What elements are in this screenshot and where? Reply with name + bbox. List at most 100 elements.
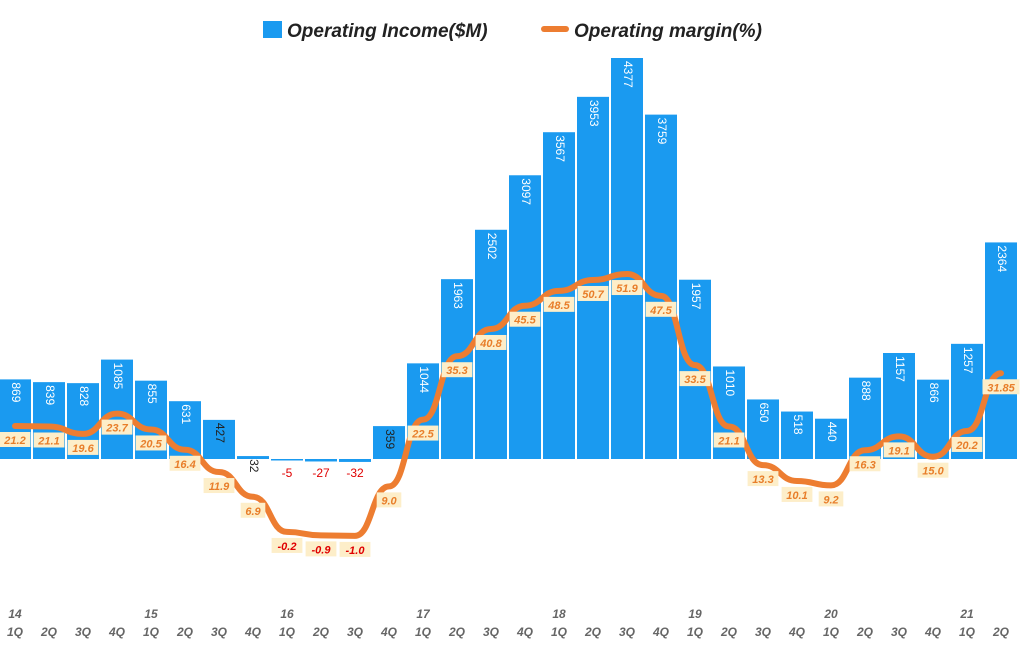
- x-tick-label: 2Q: [720, 625, 738, 639]
- margin-value-label: 35.3: [446, 365, 467, 377]
- x-year-label: 14: [8, 607, 22, 621]
- bar-value-label: 440: [825, 422, 839, 442]
- margin-value-label: 21.2: [3, 435, 25, 447]
- x-tick-label: 3Q: [891, 625, 908, 639]
- margin-label-box: [509, 311, 541, 327]
- bar-value-label: 650: [757, 402, 771, 422]
- x-tick-label: 2Q: [856, 625, 874, 639]
- x-tick-label: 1Q: [415, 625, 432, 639]
- x-year-label: 16: [280, 607, 294, 621]
- bar-6: [203, 419, 235, 459]
- bar-value-label: 1957: [689, 283, 703, 310]
- bar-value-label: 3567: [553, 135, 567, 162]
- bar-value-label: 631: [179, 404, 193, 424]
- x-tick-label: 2Q: [448, 625, 466, 639]
- margin-label-box: [169, 455, 201, 471]
- bar-labels-group: 869 839 828 1085 855 631 427 32 -5 -27 -32 359 1044 1…: [9, 61, 1009, 480]
- margin-value-label: 47.5: [649, 305, 672, 317]
- x-tick-label: 2Q: [176, 625, 194, 639]
- margin-value-label: 13.3: [752, 474, 773, 486]
- margin-label-box: [713, 432, 745, 448]
- x-tick-label: 4Q: [924, 625, 942, 639]
- bar-20: [679, 279, 711, 459]
- margin-label-box: [441, 362, 473, 378]
- bar-value-label: 2364: [995, 245, 1009, 272]
- bar-value-label: 3759: [655, 118, 669, 145]
- margin-label-box: [33, 432, 65, 448]
- margin-label-box: [679, 371, 711, 387]
- bar-value-label: 1044: [417, 366, 431, 393]
- bar-value-label: -5: [282, 466, 293, 480]
- x-tick-label: 4Q: [380, 625, 398, 639]
- margin-value-label: 11.9: [209, 481, 230, 493]
- x-tick-label: 1Q: [279, 625, 296, 639]
- margin-label-box: [305, 541, 337, 557]
- margin-value-label: -0.2: [278, 541, 297, 553]
- x-year-label: 20: [823, 607, 838, 621]
- margin-label-box: [475, 334, 507, 350]
- bar-value-label: 1963: [451, 282, 465, 309]
- bar-value-label: 359: [383, 429, 397, 449]
- x-tick-label: 1Q: [823, 625, 840, 639]
- x-tick-label: 1Q: [687, 625, 704, 639]
- bar-value-label: -32: [346, 466, 364, 480]
- margin-label-box: [982, 379, 1020, 395]
- margin-label-box: [271, 537, 303, 553]
- x-tick-label: 1Q: [143, 625, 160, 639]
- margin-value-label: 9.2: [823, 494, 838, 506]
- x-tick-label: 2Q: [312, 625, 330, 639]
- bar-27: [917, 379, 949, 459]
- margin-value-label: 40.8: [479, 338, 502, 350]
- bar-11: [373, 426, 405, 459]
- x-tick-label: 3Q: [483, 625, 500, 639]
- x-year-label: 17: [416, 607, 431, 621]
- x-tick-label: 3Q: [211, 625, 228, 639]
- x-tick-label: 3Q: [347, 625, 364, 639]
- margin-value-label: 19.6: [72, 443, 94, 455]
- bar-19: [645, 114, 677, 460]
- margin-label-box: [577, 285, 609, 301]
- x-tick-label: 2Q: [40, 625, 58, 639]
- bar-29: [985, 242, 1017, 459]
- margin-value-label: 6.9: [245, 506, 261, 518]
- x-tick-label: 1Q: [551, 625, 568, 639]
- margin-value-label: 33.5: [684, 374, 706, 386]
- x-year-label: 21: [959, 607, 974, 621]
- bar-value-label: 839: [43, 385, 57, 405]
- bar-3: [101, 359, 133, 459]
- x-tick-label: 4Q: [244, 625, 262, 639]
- margin-value-label: 31.85: [987, 382, 1015, 394]
- margin-labels-group: 21.2 21.1 19.6 23.7 20.5 16.4 11.9 6.9 -0.2 -0.9 -…: [0, 280, 1020, 557]
- margin-value-label: 9.0: [381, 495, 397, 507]
- bar-value-label: 32: [247, 459, 261, 473]
- bar-value-label: 3953: [587, 100, 601, 127]
- margin-label-box: [0, 432, 31, 447]
- bar-10: [339, 459, 371, 462]
- x-axis: 1Q 2Q 3Q 4Q 1Q 2Q 3Q 4Q 1Q 2Q 3Q 4Q 1Q 2Q 3Q 4Q 1Q 2Q 3Q 4Q…: [7, 607, 1010, 639]
- margin-value-label: 45.5: [513, 315, 536, 327]
- x-tick-label: 3Q: [75, 625, 92, 639]
- bar-value-label: 888: [859, 381, 873, 401]
- margin-value-label: 16.3: [854, 459, 875, 471]
- margin-label-box: [951, 436, 983, 452]
- bar-value-label: 828: [77, 386, 91, 406]
- bar-value-label: 427: [213, 423, 227, 443]
- margin-value-label: -1.0: [346, 545, 366, 557]
- bar-8: [271, 459, 303, 461]
- margin-value-label: 21.1: [717, 435, 739, 447]
- bar-value-label: 3097: [519, 178, 533, 205]
- margin-value-label: 20.2: [955, 440, 977, 452]
- bar-value-label: -27: [312, 466, 330, 480]
- margin-label-box: [883, 442, 915, 458]
- x-tick-label: 3Q: [755, 625, 772, 639]
- bar-18: [611, 58, 643, 459]
- margin-value-label: 51.9: [616, 283, 638, 295]
- bar-value-label: 1010: [723, 369, 737, 396]
- margin-label-box: [917, 462, 949, 478]
- margin-value-label: 23.7: [105, 423, 128, 435]
- legend: Operating Income($M) Operating margin(%): [263, 21, 762, 42]
- margin-value-label: 15.0: [922, 466, 944, 478]
- margin-label-box: [339, 541, 371, 557]
- margin-label-box: [645, 301, 677, 317]
